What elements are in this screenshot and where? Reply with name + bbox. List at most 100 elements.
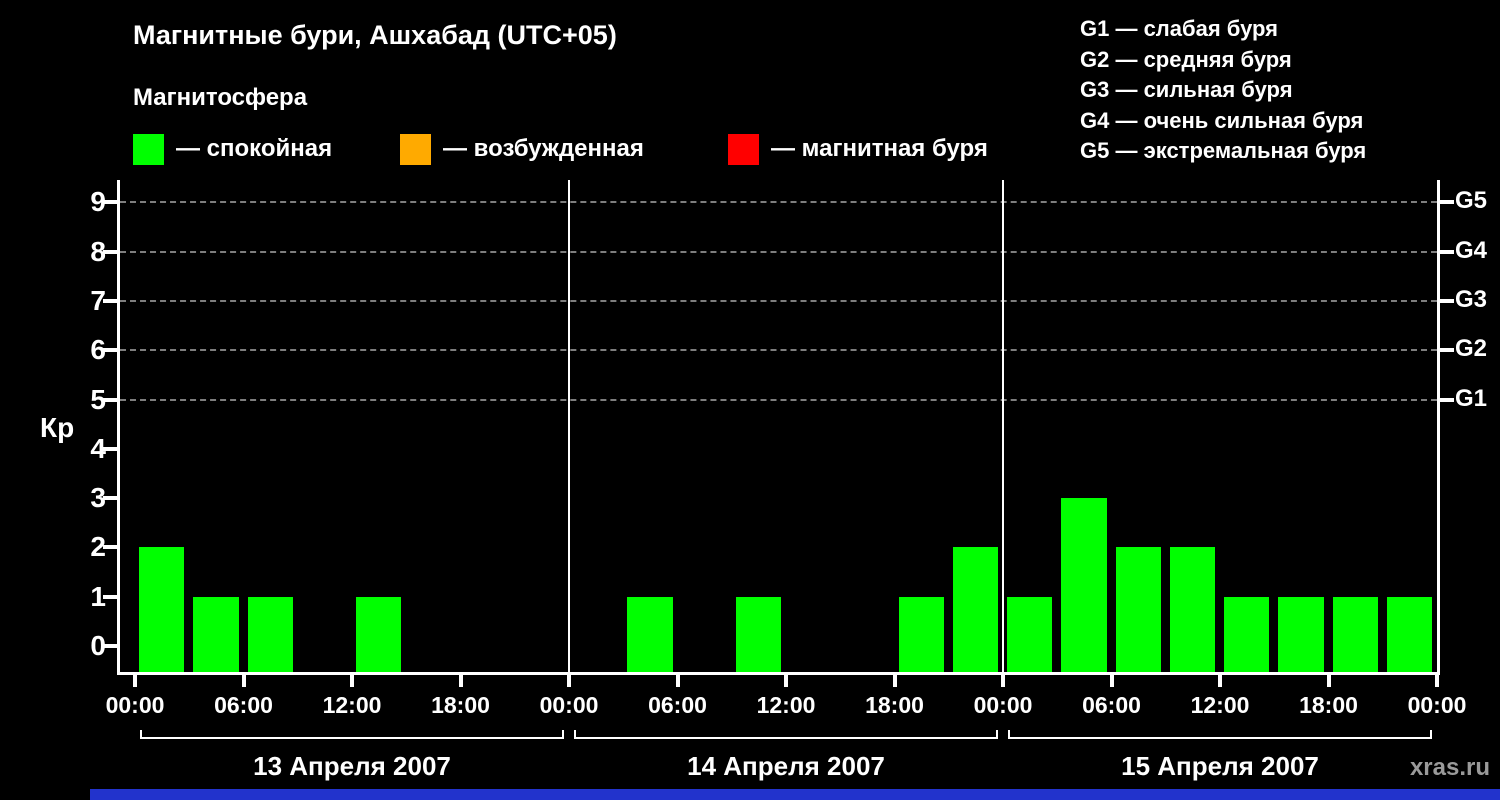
y-tick-mark: [103, 594, 117, 599]
storm-scale-line: G2 — средняя буря: [1080, 46, 1292, 72]
storm-scale-line: G5 — экстремальная буря: [1080, 138, 1367, 163]
x-tick-label: 06:00: [214, 692, 273, 718]
kp-bar: [247, 596, 293, 672]
x-tick-mark: [567, 675, 571, 687]
x-tick-mark: [784, 675, 788, 687]
y-tick-label: 9: [90, 186, 106, 218]
kp-bar: [1007, 596, 1053, 672]
g-tick-mark: [1440, 397, 1454, 402]
kp-bar: [193, 596, 239, 672]
g-level-label: G4: [1455, 236, 1488, 264]
x-tick-label: 06:00: [1082, 692, 1141, 718]
x-tick-mark: [1001, 675, 1005, 687]
g-tick-mark: [1440, 348, 1454, 353]
kp-bar: [898, 596, 944, 672]
kp-bar: [1169, 547, 1215, 672]
grid-line: [120, 299, 1437, 302]
day-bracket: [574, 730, 998, 739]
day-bracket: [140, 730, 564, 739]
x-tick-label: 18:00: [431, 692, 490, 718]
x-tick-label: 00:00: [539, 692, 599, 718]
legend-item: — спокойная: [133, 133, 332, 165]
kp-bar: [735, 596, 781, 672]
legend-swatch: [400, 133, 431, 165]
legend-label: — магнитная буря: [771, 135, 988, 162]
day-separator-line: [1002, 180, 1004, 672]
y-tick-label: 4: [90, 432, 106, 464]
g-tick-mark: [1440, 249, 1454, 254]
y-axis-title: Кр: [40, 412, 75, 443]
kp-bar: [1386, 596, 1432, 672]
y-axis-line: [117, 180, 120, 675]
x-tick-label: 18:00: [865, 692, 924, 718]
x-tick-mark: [458, 675, 463, 687]
day-label: 13 Апреля 2007: [253, 751, 451, 781]
watermark-link[interactable]: xras.ru: [1409, 754, 1490, 781]
x-tick-mark: [892, 675, 897, 687]
kp-bar: [1278, 596, 1324, 672]
kp-bar: [1332, 596, 1378, 672]
x-tick-mark: [1218, 675, 1222, 687]
y-tick-label: 8: [90, 235, 106, 267]
y-tick-label: 2: [90, 531, 106, 563]
day-bracket: [1008, 730, 1432, 739]
grid-line: [120, 201, 1437, 204]
y-tick-mark: [103, 348, 117, 353]
legend-swatch: [133, 133, 164, 165]
y-tick-label: 0: [90, 630, 106, 661]
y-tick-mark: [103, 397, 117, 402]
x-tick-label: 12:00: [1190, 692, 1250, 718]
y-tick-label: 5: [90, 383, 106, 415]
x-tick-mark: [350, 675, 354, 687]
storm-scale-line: G4 — очень сильная буря: [1080, 107, 1364, 133]
kp-bar: [1224, 596, 1270, 672]
y-tick-mark: [103, 545, 117, 550]
legend-label: — спокойная: [176, 135, 333, 162]
y-tick-mark: [103, 200, 117, 205]
legend-item: — возбужденная: [400, 133, 644, 165]
x-tick-mark: [1109, 675, 1114, 687]
x-tick-mark: [241, 675, 246, 687]
x-tick-label: 00:00: [973, 692, 1033, 718]
storm-scale-line: G3 — сильная буря: [1080, 77, 1293, 102]
chart-title: Магнитные бури, Ашхабад (UTC+05): [133, 20, 617, 50]
day-label: 15 Апреля 2007: [1121, 751, 1319, 781]
y-tick-label: 1: [90, 580, 106, 612]
g-level-label: G3: [1455, 285, 1488, 313]
g-level-label: G2: [1455, 335, 1488, 363]
x-tick-mark: [1435, 675, 1439, 687]
g-level-label: G5: [1455, 187, 1488, 215]
x-tick-label: 12:00: [756, 692, 816, 718]
x-tick-label: 00:00: [105, 692, 165, 718]
storm-scale-legend: G1 — слабая буря G2 — средняя буря G3 — си…: [1080, 14, 1366, 167]
y-tick-mark: [103, 298, 117, 303]
grid-line: [120, 349, 1437, 352]
y-tick-mark: [103, 446, 117, 451]
x-tick-mark: [1326, 675, 1331, 687]
x-tick-label: 12:00: [322, 692, 382, 718]
y-tick-mark: [103, 644, 117, 648]
legend-item: — магнитная буря: [728, 133, 988, 165]
x-tick-label: 06:00: [648, 692, 707, 718]
chart-subtitle: Магнитосфера: [133, 84, 308, 111]
kp-bar: [952, 547, 998, 672]
legend-label: — возбужденная: [443, 135, 644, 162]
grid-line: [120, 250, 1437, 253]
g-tick-mark: [1440, 298, 1454, 303]
footer-strip: [90, 789, 1500, 800]
y-tick-mark: [103, 249, 117, 254]
x-tick-mark: [675, 675, 680, 687]
y-tick-mark: [103, 496, 117, 501]
legend-swatch: [728, 133, 759, 165]
x-tick-label: 00:00: [1407, 692, 1467, 718]
g-tick-mark: [1440, 200, 1454, 205]
x-tick-mark: [133, 675, 137, 687]
day-label: 14 Апреля 2007: [687, 751, 885, 781]
day-separator-line: [568, 180, 570, 672]
kp-bar: [356, 596, 402, 672]
y-tick-label: 6: [90, 334, 106, 366]
right-axis-line: [1437, 180, 1440, 675]
storm-scale-line: G1 — слабая буря: [1080, 16, 1279, 41]
kp-bar: [627, 596, 673, 672]
